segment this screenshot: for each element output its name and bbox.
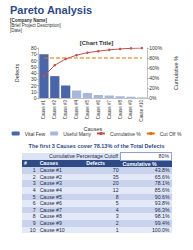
html-text:65.6%: 65.6% (154, 173, 170, 180)
svg-text:Cause #8: Cause #8 (118, 100, 123, 120)
html-text:Pareto Analysis: Pareto Analysis (10, 4, 93, 16)
svg-text:100%: 100% (149, 45, 162, 51)
svg-text:Vital Few: Vital Few (25, 131, 46, 137)
html-text:9: 9 (32, 219, 36, 226)
html-text:[Brief Project Description]: [Brief Project Description] (10, 23, 61, 28)
html-text:[Date]: [Date] (10, 28, 22, 33)
html-text:3: 3 (115, 213, 119, 220)
html-text:8: 8 (115, 193, 119, 200)
html-text:Cause #7: Cause #7 (39, 206, 62, 213)
html-text:Cause #2: Cause #2 (39, 173, 62, 180)
html-text:2: 2 (32, 173, 36, 180)
svg-text:Cause #7: Cause #7 (107, 100, 112, 120)
html-text:20: 20 (112, 180, 119, 187)
html-text:Cause #4: Cause #4 (39, 187, 62, 193)
html-text:4: 4 (115, 206, 119, 213)
svg-text:Cause #10: Cause #10 (139, 100, 144, 122)
svg-text:0: 0 (34, 95, 37, 101)
svg-text:Cause #1: Cause #1 (41, 100, 46, 120)
svg-text:Cause #5: Cause #5 (85, 100, 90, 120)
svg-text:0%: 0% (149, 95, 157, 101)
svg-text:60: 60 (31, 58, 37, 64)
svg-text:Cause #4: Cause #4 (74, 100, 79, 120)
svg-text:40%: 40% (149, 75, 160, 81)
svg-text:20%: 20% (149, 85, 160, 91)
svg-text:Cut Off %: Cut Off % (160, 131, 182, 137)
svg-text:40: 40 (31, 70, 37, 76)
html-text:1: 1 (32, 167, 36, 174)
html-text:3: 3 (32, 180, 36, 187)
html-text:70: 70 (112, 167, 119, 174)
html-text:96.3%: 96.3% (154, 206, 170, 213)
html-text:6: 6 (32, 200, 36, 207)
html-text:1: 1 (115, 226, 119, 233)
svg-text:10: 10 (31, 89, 37, 95)
svg-text:60%: 60% (149, 65, 160, 71)
html-text:100.0%: 100.0% (151, 226, 170, 233)
svg-text:Useful Many: Useful Many (63, 131, 91, 137)
html-text:98.1%: 98.1% (154, 213, 170, 220)
svg-text:Cumulative %: Cumulative % (173, 56, 179, 90)
svg-text:80%: 80% (149, 55, 160, 61)
html-text:Cause #3: Cause #3 (39, 180, 62, 187)
html-text:Cause #10: Cause #10 (39, 226, 65, 233)
html-text:12: 12 (112, 187, 119, 193)
svg-text:70: 70 (31, 51, 37, 57)
html-text:93.8%: 93.8% (154, 200, 170, 207)
html-text:8: 8 (32, 213, 36, 220)
html-text:5: 5 (32, 193, 36, 200)
html-text:35: 35 (112, 173, 119, 180)
html-text:80%: 80% (158, 153, 169, 159)
html-text:Cause #1: Cause #1 (39, 167, 62, 174)
html-text:Cause #8: Cause #8 (39, 213, 62, 220)
html-text:Cause #5: Cause #5 (39, 193, 62, 200)
html-text:90.6%: 90.6% (154, 193, 170, 200)
html-text:Causes: Causes (39, 160, 59, 167)
svg-text:Causes: Causes (83, 125, 103, 132)
html-text:78.1%: 78.1% (154, 180, 170, 187)
html-text:Cause #6: Cause #6 (39, 200, 62, 207)
svg-text:Cause #9: Cause #9 (128, 100, 133, 120)
html-text:[Company Name]: [Company Name] (10, 18, 47, 23)
svg-text:20: 20 (31, 83, 37, 89)
svg-text:30: 30 (31, 76, 37, 82)
svg-text:Cause #2: Cause #2 (52, 100, 57, 120)
html-text:99.4%: 99.4% (154, 219, 170, 226)
svg-text:80: 80 (31, 45, 37, 51)
html-text:7: 7 (32, 206, 36, 213)
svg-text:[Chart Title]: [Chart Title] (80, 40, 114, 46)
html-text:Cumulative %: Cumulative % (122, 160, 157, 167)
svg-text:Cumulative %: Cumulative % (110, 131, 141, 137)
html-text:Defects: Defects (86, 160, 105, 167)
html-text:10: 10 (29, 226, 36, 233)
html-text:5: 5 (115, 200, 119, 207)
html-text:85.6%: 85.6% (154, 187, 170, 193)
html-text:2: 2 (115, 219, 119, 226)
svg-text:50: 50 (31, 64, 37, 70)
svg-text:Defects: Defects (14, 63, 20, 82)
html-text:Cause #9: Cause #9 (39, 219, 62, 226)
html-text:4: 4 (32, 187, 36, 193)
html-text:Cumulative Percentage Cutoff: Cumulative Percentage Cutoff (49, 153, 119, 159)
svg-text:Cause #3: Cause #3 (63, 100, 68, 120)
html-text:The first 3 Causes cover 78.13: The first 3 Causes cover 78.13% of the T… (28, 143, 165, 149)
html-text:43.8%: 43.8% (154, 167, 170, 174)
svg-text:Cause #6: Cause #6 (96, 100, 101, 120)
